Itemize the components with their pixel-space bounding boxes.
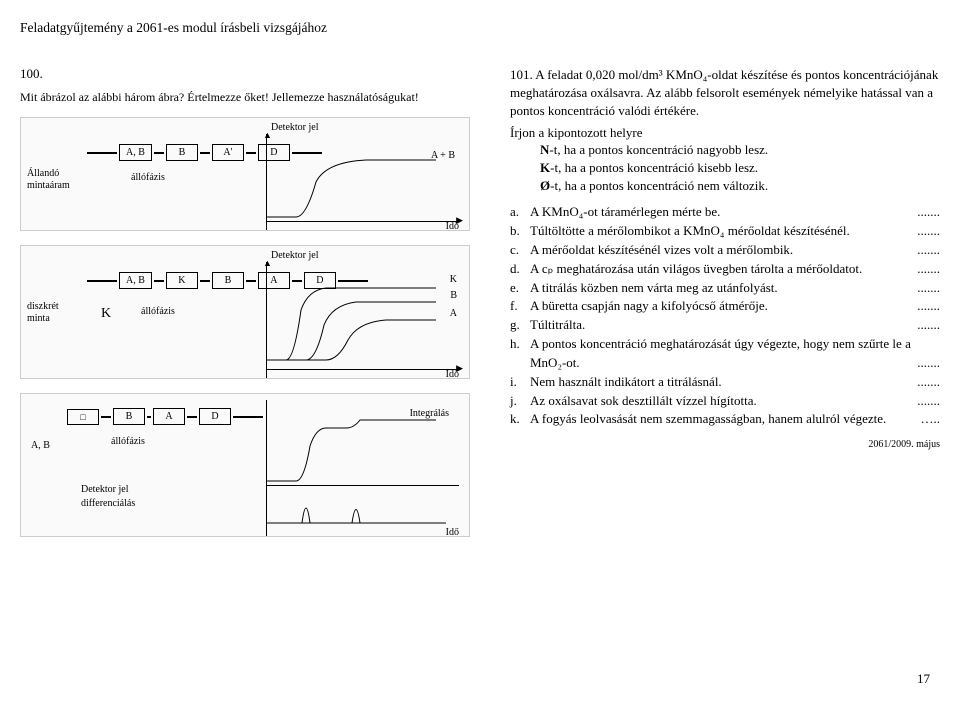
curve-3a xyxy=(266,416,446,486)
x-axis-label: Idő xyxy=(446,221,459,232)
block-label: A, B xyxy=(31,440,50,451)
curve-2 xyxy=(266,280,446,370)
list-item: e.A titrálás közben nem várta meg az utá… xyxy=(510,279,940,298)
block: A, B xyxy=(119,272,152,289)
list-item: c.A mérőoldat készítésénél vizes volt a … xyxy=(510,241,940,260)
block: A, B xyxy=(119,144,152,161)
x-axis-label: Idő xyxy=(446,369,459,380)
block: D xyxy=(199,408,231,425)
page-header: Feladatgyűjtemény a 2061-es modul írásbe… xyxy=(20,20,940,36)
date-reference: 2061/2009. május xyxy=(510,439,940,450)
intro-text: A feladat 0,020 mol/dm³ KMnO₄-oldat kész… xyxy=(510,67,938,118)
problem-101-intro: 101. A feladat 0,020 mol/dm³ KMnO₄-oldat… xyxy=(510,66,940,121)
block: A' xyxy=(212,144,244,161)
block: B xyxy=(113,408,145,425)
left-label: Állandó xyxy=(27,168,59,179)
detector-label: Detektor jel xyxy=(271,122,318,133)
list-item: h.A pontos koncentráció meghatározását ú… xyxy=(510,335,940,373)
block: K xyxy=(166,272,198,289)
diagram-2: Detektor jel A, B K B A D diszkrét minta… xyxy=(20,245,470,379)
diagram-1: Detektor jel A, B B A' D A + B Állandó m… xyxy=(20,117,470,231)
curve-label-b: B xyxy=(450,290,457,301)
center-label: K xyxy=(101,306,111,322)
diff-label: differenciálás xyxy=(81,498,135,509)
key-n: NN-t, ha a pontos koncentráció nagyobb l… xyxy=(540,141,940,159)
diagram-3: □ B A D Integrálás A, B állófázis Detekt… xyxy=(20,393,470,537)
detector-label: Detektor jel xyxy=(271,250,318,261)
block: A xyxy=(153,408,185,425)
detector-label: Detektor jel xyxy=(81,484,128,495)
list-item: d.A cₚ meghatározása után világos üvegbe… xyxy=(510,260,940,279)
block: □ xyxy=(67,409,99,425)
curve-1 xyxy=(266,152,446,222)
list-item: f.A büretta csapján nagy a kifolyócső át… xyxy=(510,297,940,316)
left-column: 100. Mit ábrázol az alábbi három ábra? É… xyxy=(20,66,470,551)
list-item: j.Az oxálsavat sok desztillált vízzel hí… xyxy=(510,392,940,411)
instruction: Mit ábrázol az alábbi három ábra? Értelm… xyxy=(20,90,470,105)
bottom-label: állófázis xyxy=(111,436,145,447)
block: B xyxy=(166,144,198,161)
right-column: 101. A feladat 0,020 mol/dm³ KMnO₄-oldat… xyxy=(510,66,940,551)
list-item: g.Túltitrálta........ xyxy=(510,316,940,335)
block: B xyxy=(212,272,244,289)
question-number-101: 101. xyxy=(510,67,533,82)
write-instruction: Írjon a kipontozott helyre xyxy=(510,125,940,141)
curve-3b xyxy=(266,488,446,528)
left-label: diszkrét xyxy=(27,301,59,312)
list-item: k.A fogyás leolvasását nem szemmagasságb… xyxy=(510,410,940,429)
bottom-label: állófázis xyxy=(141,306,175,317)
item-list: a.A KMnO₄-ot táramérlegen mérte be......… xyxy=(510,203,940,429)
list-item: a.A KMnO₄-ot táramérlegen mérte be......… xyxy=(510,203,940,222)
x-axis-label: Idő xyxy=(446,527,459,538)
key-o: Ø-t, ha a pontos koncentráció nem változ… xyxy=(540,177,940,195)
left-label: mintaáram xyxy=(27,180,70,191)
question-number-100: 100. xyxy=(20,66,470,82)
list-item: b.Túltöltötte a mérőlombikot a KMnO₄ mér… xyxy=(510,222,940,241)
curve-label-a: A xyxy=(450,308,457,319)
page-number: 17 xyxy=(20,671,940,687)
left-label: minta xyxy=(27,313,50,324)
bottom-label: állófázis xyxy=(131,172,165,183)
list-item: i.Nem használt indikátort a titrálásnál.… xyxy=(510,373,940,392)
curve-label-k: K xyxy=(450,274,457,285)
key-k: K-t, ha a pontos koncentráció kisebb les… xyxy=(540,159,940,177)
